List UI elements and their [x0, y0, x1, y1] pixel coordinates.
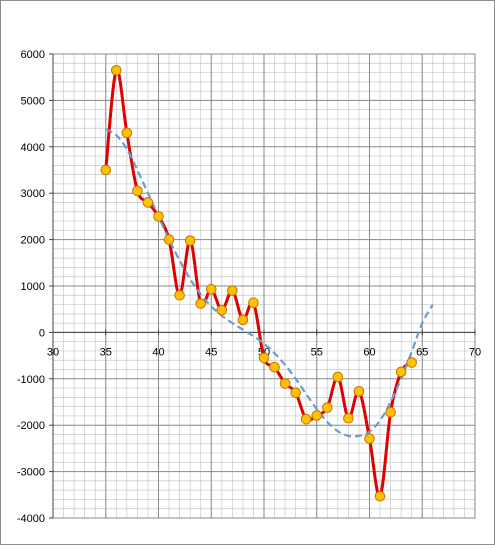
data-point-marker	[364, 433, 375, 444]
data-point-marker	[385, 406, 396, 418]
data-series-line	[104, 68, 413, 498]
y-tick-label: 6000	[21, 49, 45, 61]
data-point-marker	[216, 304, 228, 316]
data-point-marker	[163, 234, 175, 245]
x-tick-label: 55	[311, 346, 323, 358]
x-tick-label: 60	[363, 346, 375, 358]
data-point-marker	[300, 413, 312, 425]
data-point-marker	[311, 410, 323, 421]
data-point-marker	[395, 366, 407, 378]
y-tick-label: -2000	[17, 420, 45, 432]
x-tick-labels: 30 35 40 45 50 55 60 65 70	[47, 346, 481, 358]
x-tick-label: 70	[469, 346, 481, 358]
y-tick-label: -1000	[17, 374, 45, 386]
x-tick-label: 65	[416, 346, 428, 358]
data-point-marker	[353, 386, 365, 397]
y-tick-label: -3000	[17, 467, 45, 479]
y-tick-labels: 6000 5000 4000 3000 2000 1000 0 -1000 -2000 -3000…	[17, 49, 45, 525]
data-point-marker	[132, 185, 143, 197]
data-point-marker	[153, 211, 164, 222]
data-point-marker	[279, 378, 291, 389]
data-point-marker	[121, 127, 133, 139]
data-point-marker	[248, 297, 259, 309]
data-point-marker	[269, 361, 280, 373]
data-point-marker	[174, 289, 185, 301]
axes	[49, 53, 476, 519]
y-tick-label: 1000	[21, 281, 45, 293]
data-point-marker	[290, 387, 301, 399]
data-point-marker	[237, 314, 249, 326]
x-tick-label: 45	[205, 346, 217, 358]
x-tick-label: 35	[100, 346, 112, 358]
data-point-marker	[184, 235, 196, 246]
y-tick-label: 0	[39, 327, 45, 339]
y-tick-label: -4000	[17, 513, 45, 525]
x-tick-label: 40	[152, 346, 164, 358]
trendline	[105, 128, 434, 438]
data-point-marker	[374, 490, 386, 502]
y-tick-label: 4000	[21, 142, 45, 154]
data-point-marker	[111, 64, 122, 76]
data-point-marker	[406, 357, 418, 368]
y-tick-label: 3000	[21, 188, 45, 200]
data-point-marker	[227, 285, 238, 296]
y-tick-label: 5000	[21, 95, 45, 107]
data-point-marker	[205, 283, 217, 295]
data-point-marker	[258, 352, 270, 364]
y-tick-label: 2000	[21, 235, 45, 247]
data-point-marker	[343, 412, 354, 424]
data-point-marker	[142, 197, 154, 208]
data-point-marker	[332, 371, 344, 383]
data-point-marker	[322, 402, 333, 413]
data-point-marker	[195, 298, 206, 309]
x-tick-label: 30	[47, 346, 59, 358]
data-point-marker	[100, 164, 112, 176]
series-layer	[100, 64, 434, 502]
